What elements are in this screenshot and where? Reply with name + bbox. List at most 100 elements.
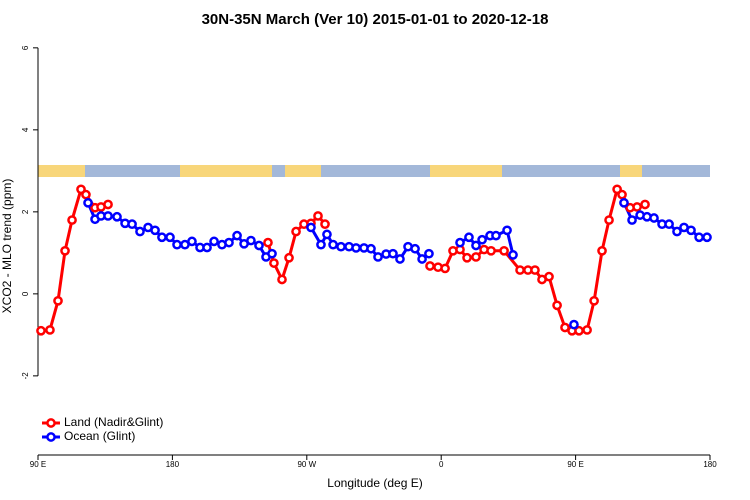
data-point — [112, 211, 122, 222]
data-point — [582, 325, 592, 335]
data-point — [316, 239, 326, 250]
data-point — [552, 300, 562, 311]
series-line — [40, 187, 646, 333]
data-point — [544, 271, 554, 282]
data-point — [313, 211, 323, 221]
series-line — [86, 202, 708, 261]
legend-marker — [46, 432, 56, 442]
land-band — [620, 165, 642, 177]
data-point — [351, 243, 361, 253]
data-point — [640, 199, 650, 210]
data-point — [502, 225, 512, 236]
data-point — [291, 226, 301, 237]
land-band — [285, 165, 321, 177]
data-point — [322, 229, 332, 240]
data-point — [617, 189, 627, 200]
data-point — [702, 232, 712, 243]
y-tick-label: -2 — [21, 372, 30, 380]
data-point — [135, 226, 145, 237]
data-point — [277, 274, 287, 285]
x-axis-label: Longitude (deg E) — [327, 476, 422, 490]
y-tick-label: 4 — [21, 127, 30, 132]
data-point — [462, 252, 472, 263]
data-point — [366, 243, 376, 254]
data-point — [649, 213, 659, 223]
data-point — [127, 219, 137, 230]
data-point — [686, 225, 696, 236]
land-band — [430, 165, 502, 177]
data-point — [202, 242, 212, 253]
data-point — [157, 232, 167, 243]
y-tick-label: 6 — [21, 45, 30, 50]
data-point — [306, 222, 316, 233]
legend-label: Land (Nadir&Glint) — [64, 415, 163, 429]
data-point — [619, 197, 629, 208]
data-point — [395, 254, 405, 264]
data-point — [60, 245, 70, 256]
data-point — [267, 248, 277, 259]
data-point — [569, 319, 579, 330]
data-point — [425, 261, 435, 271]
land-band — [38, 165, 85, 177]
data-point — [336, 241, 346, 252]
surface-band — [38, 165, 710, 177]
data-point — [471, 252, 481, 262]
land-band — [180, 165, 272, 177]
data-point — [284, 252, 294, 263]
data-point — [172, 239, 182, 250]
data-point — [664, 219, 674, 230]
data-point — [515, 265, 525, 275]
data-point — [103, 211, 113, 221]
data-point — [150, 225, 160, 236]
data-point — [103, 199, 113, 210]
data-point — [67, 215, 77, 225]
data-point — [464, 232, 474, 243]
chart-title: 30N-35N March (Ver 10) 2015-01-01 to 202… — [202, 11, 549, 28]
data-point — [254, 240, 264, 251]
data-point — [455, 237, 465, 248]
data-point — [499, 245, 509, 256]
x-tick-label: 90 W — [297, 460, 316, 469]
legend-label: Ocean (Glint) — [64, 429, 135, 443]
data-point — [269, 258, 279, 268]
data-point — [604, 215, 614, 225]
data-point — [320, 219, 330, 230]
data-point — [165, 232, 175, 243]
ocean-band — [38, 165, 710, 177]
data-point — [232, 230, 242, 241]
data-point — [440, 263, 450, 274]
data-point — [589, 295, 599, 306]
data-point — [45, 325, 55, 335]
data-point — [388, 248, 398, 259]
data-point — [632, 202, 642, 212]
data-point — [508, 250, 518, 260]
data-point — [36, 325, 46, 336]
y-tick-label: 0 — [21, 291, 30, 296]
data-point — [328, 239, 338, 250]
y-axis-label: XCO2 - MLO trend (ppm) — [0, 179, 14, 314]
data-point — [471, 240, 481, 251]
legend-marker — [46, 418, 56, 428]
data-point — [83, 197, 93, 208]
data-point — [597, 245, 607, 256]
data-point — [417, 254, 427, 264]
data-point — [530, 265, 540, 275]
data-point — [627, 215, 637, 225]
data-point — [246, 235, 256, 246]
data-point — [410, 243, 420, 254]
x-tick-label: 180 — [703, 460, 717, 469]
y-tick-label: 2 — [21, 209, 30, 214]
data-point — [424, 248, 434, 259]
data-point — [263, 237, 273, 248]
data-point — [81, 189, 91, 200]
data-point — [477, 234, 487, 245]
data-point — [187, 236, 197, 247]
data-point — [491, 230, 501, 241]
x-tick-label: 0 — [439, 460, 444, 469]
data-point — [373, 252, 383, 262]
data-point — [209, 236, 219, 247]
x-tick-label: 90 E — [30, 460, 46, 469]
data-point — [694, 232, 704, 243]
